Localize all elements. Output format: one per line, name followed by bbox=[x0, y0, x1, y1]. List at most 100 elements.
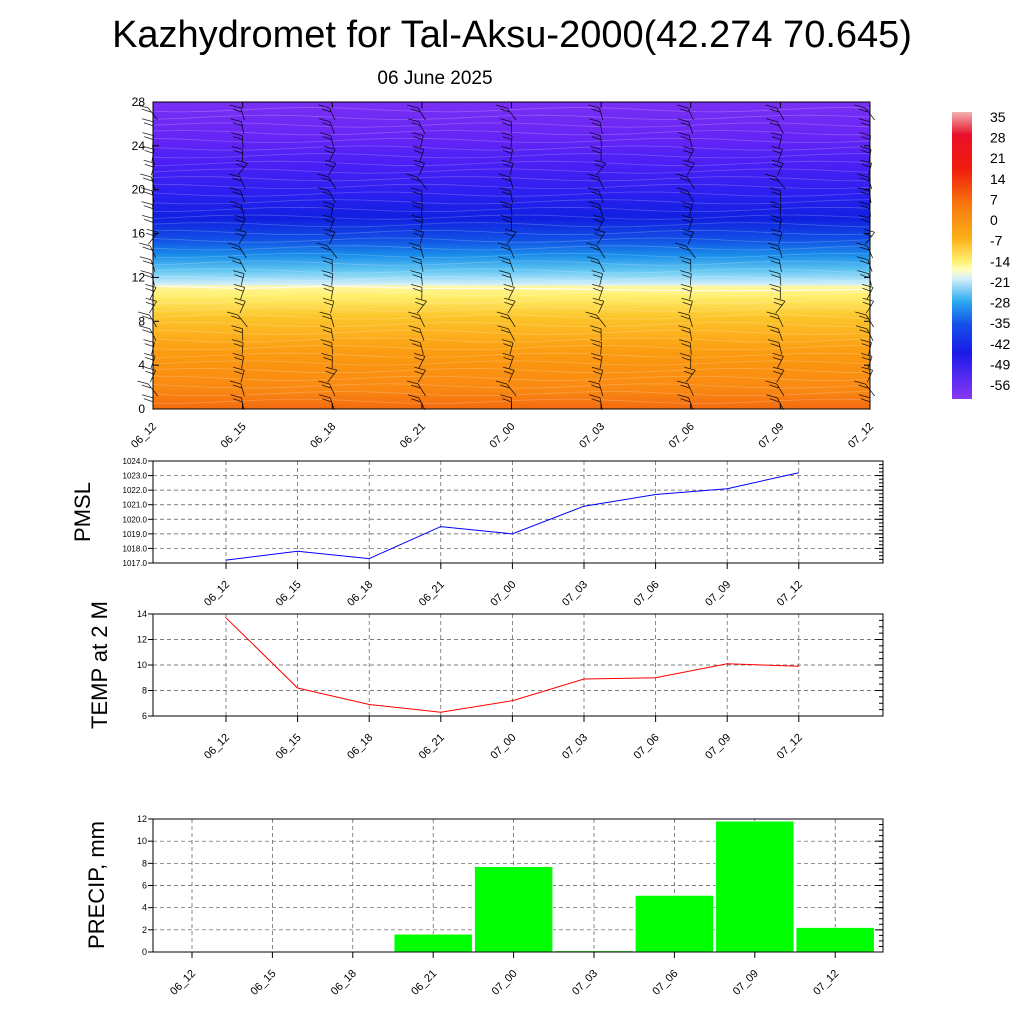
pmsl-panel: 1017.0 1018.0 1019.0 1020.0 1021.0 1022.0 1023… bbox=[70, 457, 884, 609]
wind-barb bbox=[324, 146, 336, 162]
isotherm-line bbox=[152, 352, 871, 358]
wind-barb bbox=[231, 325, 244, 341]
wind-barb bbox=[768, 270, 782, 286]
colorbar-label: -35 bbox=[990, 315, 1010, 331]
wind-barb bbox=[591, 353, 603, 369]
wind-barbs bbox=[137, 104, 876, 410]
x-tick-label: 07_06 bbox=[650, 968, 680, 998]
wind-barb bbox=[502, 353, 514, 369]
wind-barb bbox=[589, 132, 603, 148]
y-tick-label: 12 bbox=[137, 635, 147, 645]
chart-subtitle: 06 June 2025 bbox=[377, 68, 493, 89]
wind-barb bbox=[677, 118, 694, 134]
wind-barb bbox=[674, 242, 696, 259]
isotherm-line bbox=[152, 329, 871, 335]
wind-barb bbox=[235, 159, 248, 176]
wind-barb bbox=[407, 104, 426, 121]
y-tick-label: 8 bbox=[142, 686, 147, 696]
isotherm-line bbox=[152, 114, 871, 120]
wind-barb bbox=[594, 159, 607, 176]
wind-barb bbox=[226, 311, 248, 328]
wind-barb bbox=[768, 256, 782, 272]
wind-barb bbox=[409, 256, 424, 272]
colorbar-label: 14 bbox=[990, 171, 1006, 187]
wind-barb bbox=[234, 297, 246, 314]
wind-barb bbox=[499, 201, 513, 217]
wind-barb bbox=[415, 297, 427, 314]
wind-barb bbox=[772, 353, 784, 369]
wind-barb bbox=[500, 215, 512, 231]
x-tick-label: 07_09 bbox=[703, 732, 733, 762]
y-tick-label: 6 bbox=[142, 711, 147, 721]
wind-barb bbox=[318, 187, 336, 203]
wind-barb bbox=[319, 132, 335, 148]
wind-barb bbox=[412, 228, 424, 245]
y-tick-label: 1023.0 bbox=[123, 472, 148, 481]
wind-barb bbox=[501, 146, 513, 162]
y-tick-label: 6 bbox=[142, 881, 147, 891]
x-tick-label: 07_06 bbox=[632, 579, 662, 609]
wind-barb bbox=[679, 353, 692, 369]
x-tick-label: 06_12 bbox=[202, 579, 232, 609]
wind-barb bbox=[766, 118, 784, 134]
precip-bar bbox=[795, 927, 875, 953]
wind-barb bbox=[771, 146, 783, 162]
x-tick-label: 06_21 bbox=[409, 968, 439, 998]
wind-barb bbox=[233, 284, 246, 300]
wind-barb bbox=[407, 118, 426, 134]
wind-barb bbox=[769, 201, 782, 217]
wind-barb bbox=[499, 187, 513, 203]
wind-barb bbox=[318, 380, 336, 397]
precip-bar bbox=[635, 895, 714, 953]
wind-barb bbox=[500, 118, 512, 134]
x-tick-label: 06_15 bbox=[274, 732, 304, 762]
wind-barb bbox=[232, 339, 244, 355]
wind-barb bbox=[228, 256, 247, 272]
wind-barb bbox=[676, 104, 694, 121]
precip-bar bbox=[715, 820, 795, 953]
wind-barb bbox=[588, 201, 604, 217]
pmsl-grid bbox=[153, 460, 883, 564]
x-tick-label: 06_18 bbox=[308, 421, 338, 451]
y-tick-label: 12 bbox=[132, 270, 146, 284]
wind-barb bbox=[406, 173, 427, 190]
wind-barb bbox=[683, 159, 695, 176]
x-tick-label: 07_03 bbox=[577, 421, 607, 451]
y-tick-label: 12 bbox=[137, 814, 147, 824]
y-tick-label: 1018.0 bbox=[123, 544, 148, 553]
isotherm-line bbox=[152, 383, 871, 389]
wind-barb bbox=[408, 311, 425, 328]
x-tick-label: 07_09 bbox=[756, 421, 786, 451]
wind-barb bbox=[769, 284, 781, 300]
wind-barb bbox=[504, 228, 517, 245]
x-tick-label: 07_00 bbox=[488, 421, 518, 451]
wind-barb bbox=[772, 366, 785, 383]
y-tick-label: 1021.0 bbox=[123, 501, 148, 510]
colorbar-label: -42 bbox=[990, 336, 1010, 352]
wind-barb bbox=[770, 132, 783, 148]
wind-barb bbox=[770, 228, 783, 245]
wind-barb bbox=[770, 215, 782, 231]
isotherm-line bbox=[152, 260, 871, 266]
wind-barb bbox=[229, 187, 246, 203]
wind-barb bbox=[230, 118, 245, 134]
wind-barb bbox=[229, 380, 245, 397]
colorbar-label: 35 bbox=[990, 109, 1006, 125]
wind-barb bbox=[227, 242, 247, 259]
y-tick-label: 1024.0 bbox=[123, 457, 148, 466]
wind-barb bbox=[682, 146, 695, 162]
isotherm-line bbox=[152, 145, 871, 151]
wind-barb bbox=[234, 215, 247, 231]
isotherm-line bbox=[152, 245, 871, 251]
wind-barb bbox=[678, 132, 693, 148]
wind-barb bbox=[322, 284, 334, 300]
isotherm-line bbox=[152, 375, 871, 381]
y-tick-label: 4 bbox=[138, 358, 145, 372]
x-tick-label: 07_09 bbox=[703, 579, 733, 609]
wind-barb bbox=[500, 132, 513, 148]
wind-barb bbox=[681, 201, 693, 217]
wind-barb bbox=[676, 187, 695, 203]
wind-barb bbox=[586, 256, 605, 272]
isotherm-line bbox=[152, 321, 871, 328]
wind-barb bbox=[591, 270, 604, 286]
